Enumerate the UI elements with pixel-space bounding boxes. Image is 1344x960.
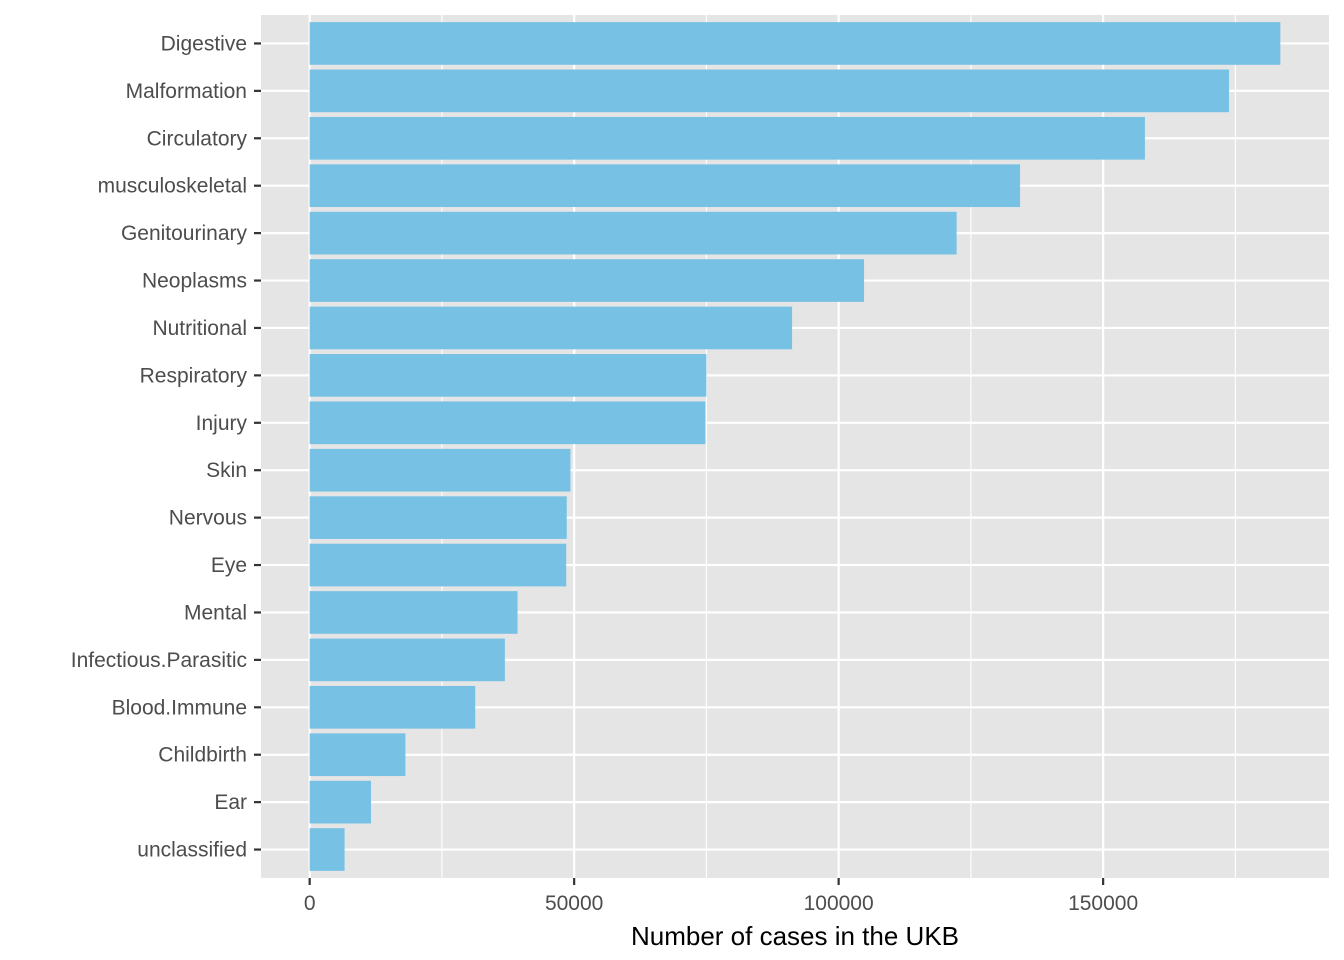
bar-blood-immune xyxy=(309,685,476,729)
bar-injury xyxy=(309,401,706,445)
bars xyxy=(309,22,1281,871)
y-tick-label: Mental xyxy=(184,601,247,624)
bar-musculoskeletal xyxy=(309,164,1021,208)
bar-malformation xyxy=(309,69,1230,113)
bar-circulatory xyxy=(309,116,1145,160)
y-tick-label: Genitourinary xyxy=(121,222,248,245)
y-tick-label: Neoplasms xyxy=(142,270,247,293)
bar-genitourinary xyxy=(309,211,957,255)
bar-eye xyxy=(309,543,567,587)
bar-ear xyxy=(309,780,372,824)
bar-infectious-parasitic xyxy=(309,638,505,682)
y-tick-label: Injury xyxy=(196,412,248,435)
y-tick-label: Infectious.Parasitic xyxy=(71,649,247,672)
y-tick-label: Ear xyxy=(214,791,247,814)
x-axis-title: Number of cases in the UKB xyxy=(631,921,959,951)
y-tick-label: Nutritional xyxy=(152,317,247,340)
x-tick-label: 150000 xyxy=(1068,892,1138,915)
x-tick-label: 50000 xyxy=(545,892,603,915)
y-tick-label: Eye xyxy=(211,554,247,577)
y-tick-label: Respiratory xyxy=(140,364,248,387)
bar-unclassified xyxy=(309,828,345,871)
y-tick-label: Circulatory xyxy=(147,127,248,150)
x-axis: 0 50000 100000 150000 xyxy=(304,878,1138,915)
y-axis: Digestive Malformation Circulatory musculos… xyxy=(71,32,261,862)
y-tick-label: Blood.Immune xyxy=(112,696,247,719)
bar-mental xyxy=(309,591,518,634)
y-tick-label: Digestive xyxy=(161,32,247,55)
bar-neoplasms xyxy=(309,259,865,302)
x-tick-label: 100000 xyxy=(804,892,874,915)
bar-skin xyxy=(309,448,571,492)
y-tick-label: Nervous xyxy=(169,507,247,530)
bar-respiratory xyxy=(309,354,707,397)
bar-digestive xyxy=(309,22,1281,65)
y-tick-label: musculoskeletal xyxy=(98,175,247,198)
y-tick-label: Childbirth xyxy=(158,744,247,767)
y-tick-label: Skin xyxy=(206,459,247,482)
x-tick-label: 0 xyxy=(304,892,316,915)
bar-nervous xyxy=(309,496,567,539)
bar-nutritional xyxy=(309,306,793,350)
y-tick-label: unclassified xyxy=(137,839,247,862)
y-tick-label: Malformation xyxy=(126,80,247,103)
bar-childbirth xyxy=(309,733,406,777)
